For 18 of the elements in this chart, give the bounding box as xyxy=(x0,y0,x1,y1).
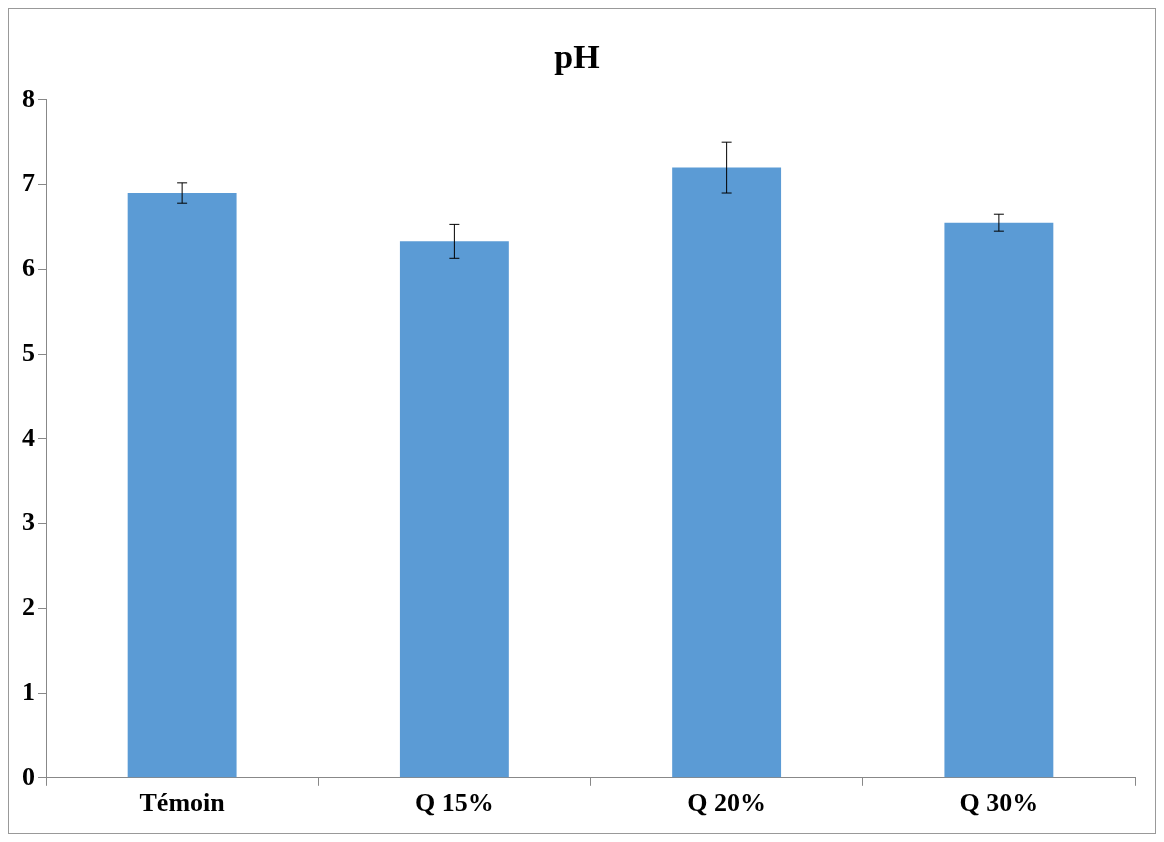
y-tick-label: 7 xyxy=(22,168,35,198)
y-tick-label: 2 xyxy=(22,592,35,622)
y-tick-label: 6 xyxy=(22,253,35,283)
y-tick-label: 1 xyxy=(22,676,35,706)
chart-title: pH xyxy=(554,38,600,76)
x-tick-label: Témoin xyxy=(139,788,226,818)
x-tick-label: Q 20% xyxy=(687,788,766,818)
bar xyxy=(672,167,782,778)
y-tick-label: 3 xyxy=(22,507,35,537)
y-tick-label: 5 xyxy=(22,337,35,367)
y-tick-label: 8 xyxy=(22,83,35,113)
y-tick-label: 0 xyxy=(22,761,35,791)
bar xyxy=(399,241,509,778)
bar xyxy=(944,222,1054,778)
bar xyxy=(127,193,237,778)
x-tick-label: Q 30% xyxy=(959,788,1039,818)
y-tick-label: 4 xyxy=(22,422,35,452)
x-tick-label: Q 15% xyxy=(415,788,494,818)
